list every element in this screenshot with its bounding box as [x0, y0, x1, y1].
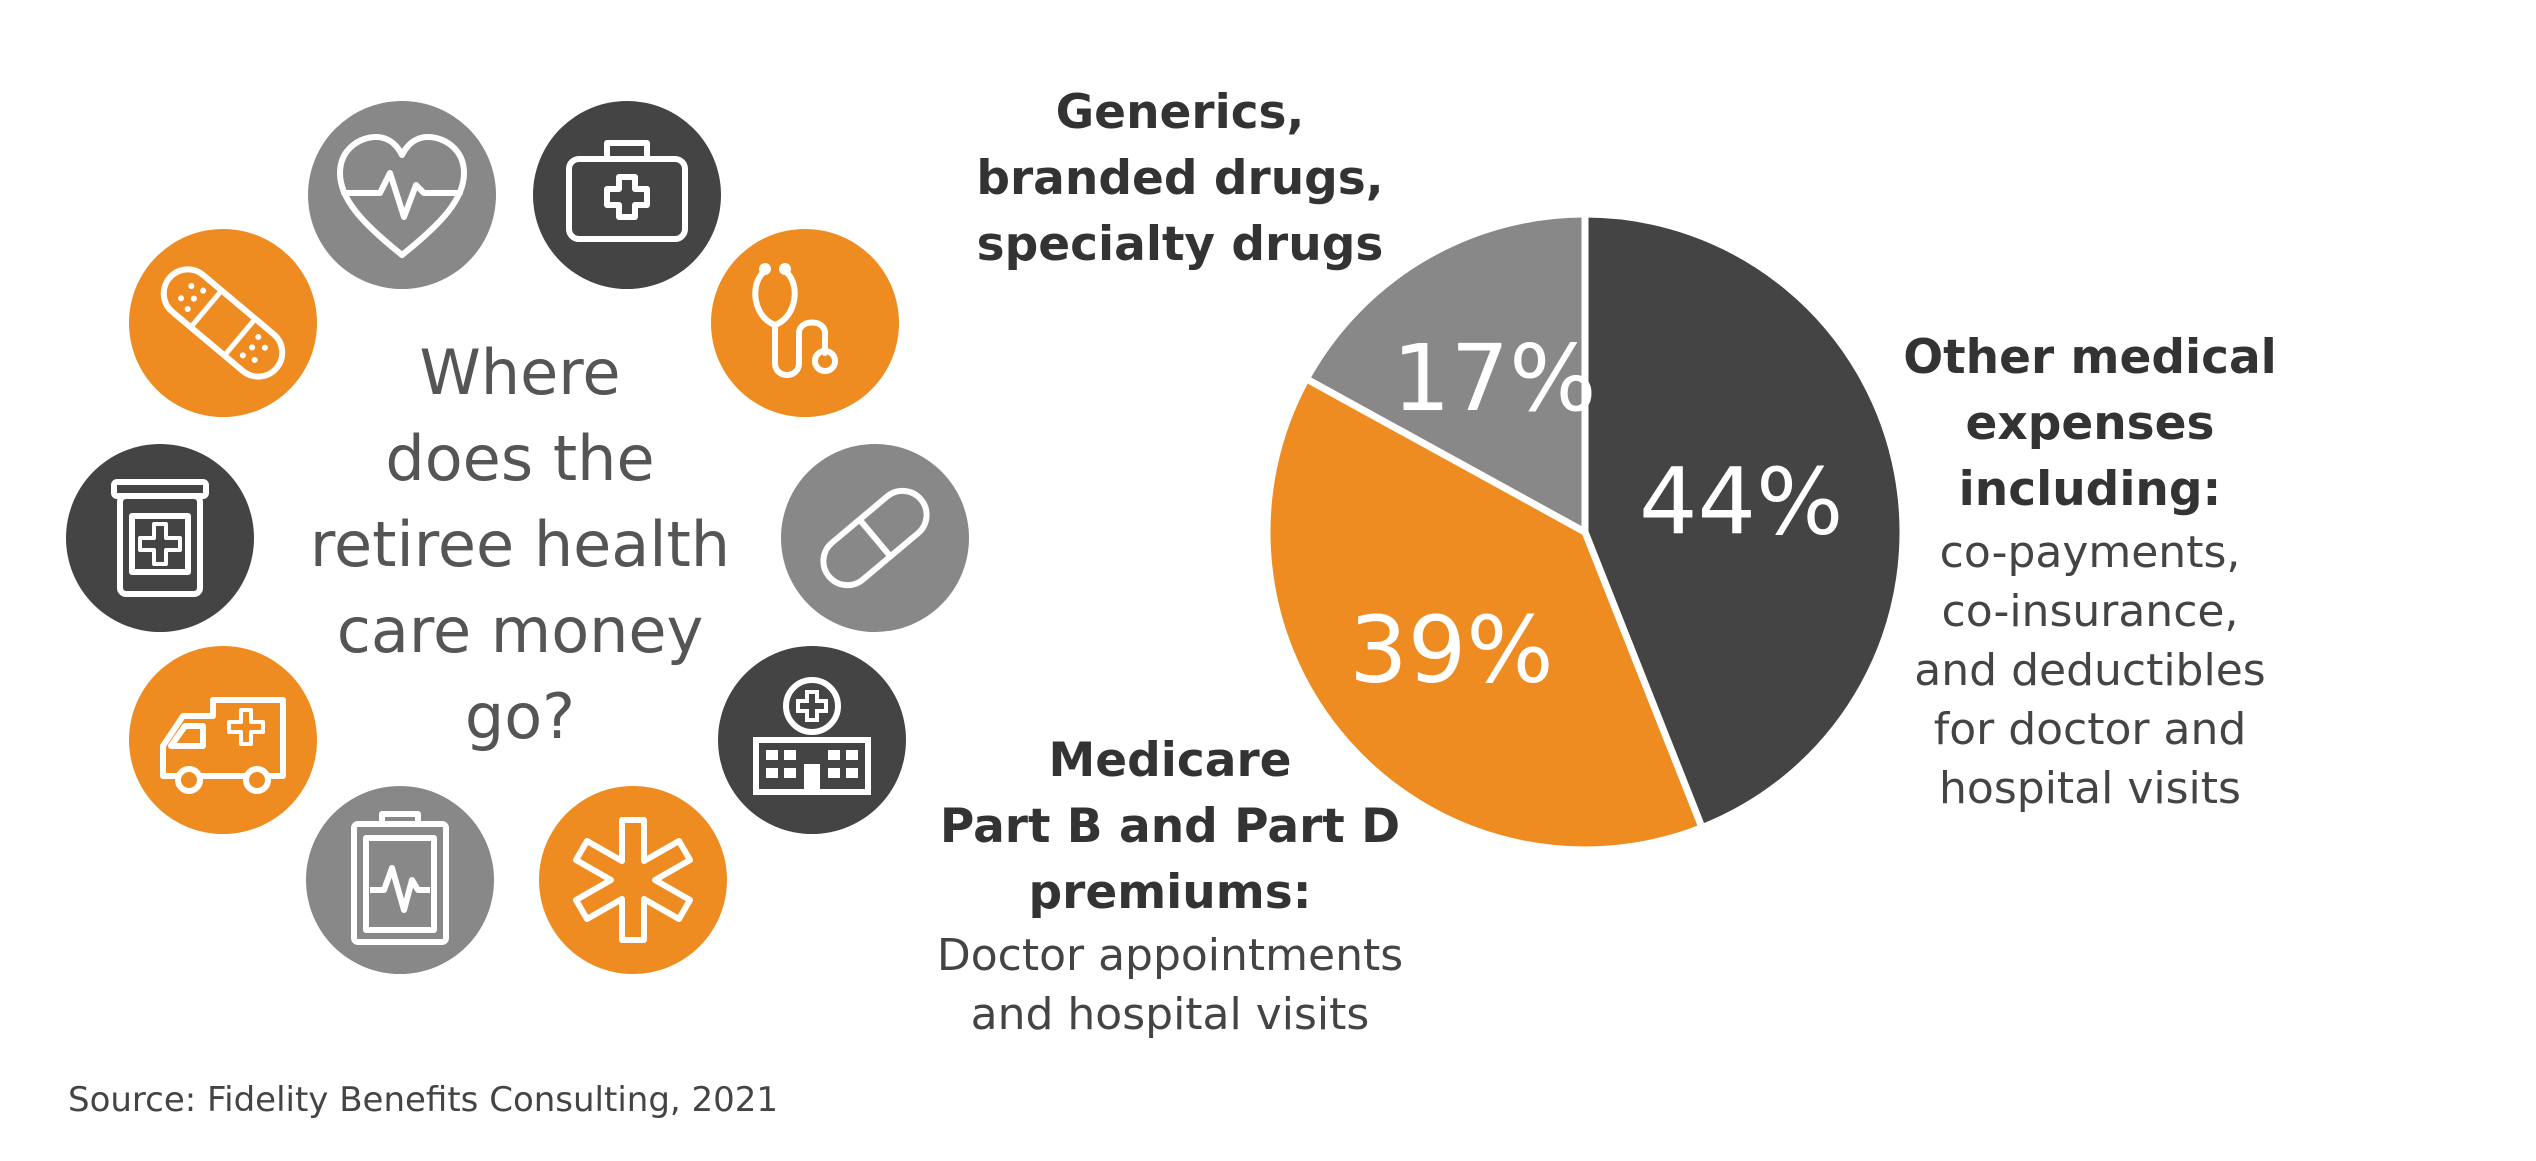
pie-label-medicare: 39%	[1349, 596, 1553, 703]
question-line: go?	[464, 680, 576, 753]
callout-other: Other medical expenses including: co-pay…	[1870, 325, 2310, 818]
callout-other-body: for doctor and	[1933, 704, 2247, 755]
callout-other-body: and deductibles	[1914, 645, 2266, 696]
callout-medicare-head: premiums:	[1028, 865, 1312, 920]
ambulance-icon	[129, 646, 317, 834]
question-line: care money	[336, 594, 704, 667]
bandage-icon-circle	[129, 229, 317, 417]
heartbeat-icon-circle	[308, 101, 496, 289]
pie-slice-medicare	[1263, 375, 1706, 854]
callout-other-body: co-insurance,	[1941, 586, 2239, 637]
callout-generics-head: branded drugs,	[976, 151, 1384, 206]
clipboard-chart-icon	[306, 786, 494, 974]
bandage-icon	[129, 229, 317, 417]
pie-label-other-medical: 44%	[1639, 449, 1843, 556]
first-aid-kit-icon	[533, 101, 721, 289]
hospital-icon	[718, 646, 906, 834]
stethoscope-icon	[711, 229, 899, 417]
pie-slice-other-medical	[1581, 210, 1907, 832]
pie-label-generics: 17%	[1392, 325, 1596, 432]
question-line: does the	[385, 422, 655, 495]
pie-slice-generics	[1302, 210, 1589, 536]
callout-medicare-body: Doctor appointments	[936, 930, 1404, 981]
callout-generics-head: Generics,	[1055, 85, 1305, 140]
callout-medicare-head: Medicare	[1048, 733, 1292, 788]
callout-generics-head: specialty drugs	[976, 217, 1384, 272]
callout-medicare-body: and hospital visits	[970, 989, 1370, 1040]
medicine-jar-icon	[66, 444, 254, 632]
question-line: Where	[419, 336, 621, 409]
callout-other-body: hospital visits	[1939, 763, 2241, 814]
icon-ring	[66, 101, 969, 974]
medical-star-icon	[539, 786, 727, 974]
callout-generics: Generics, branded drugs, specialty drugs	[950, 80, 1410, 278]
heartbeat-icon	[308, 101, 496, 289]
source-note: Source: Fidelity Benefits Consulting, 20…	[68, 1080, 779, 1120]
medical-star-icon-circle	[539, 786, 727, 974]
pill-capsule-icon	[781, 444, 969, 632]
question-line: retiree health	[309, 508, 731, 581]
callout-other-body: co-payments,	[1939, 527, 2241, 578]
callout-medicare: Medicare Part B and Part D premiums: Doc…	[890, 728, 1450, 1044]
center-question: Where does the retiree health care money…	[290, 330, 750, 760]
callout-other-head: including:	[1958, 462, 2222, 517]
callout-other-head: Other medical	[1903, 330, 2277, 385]
ambulance-icon-circle	[129, 646, 317, 834]
callout-other-head: expenses	[1965, 396, 2215, 451]
callout-medicare-head: Part B and Part D	[939, 799, 1401, 854]
